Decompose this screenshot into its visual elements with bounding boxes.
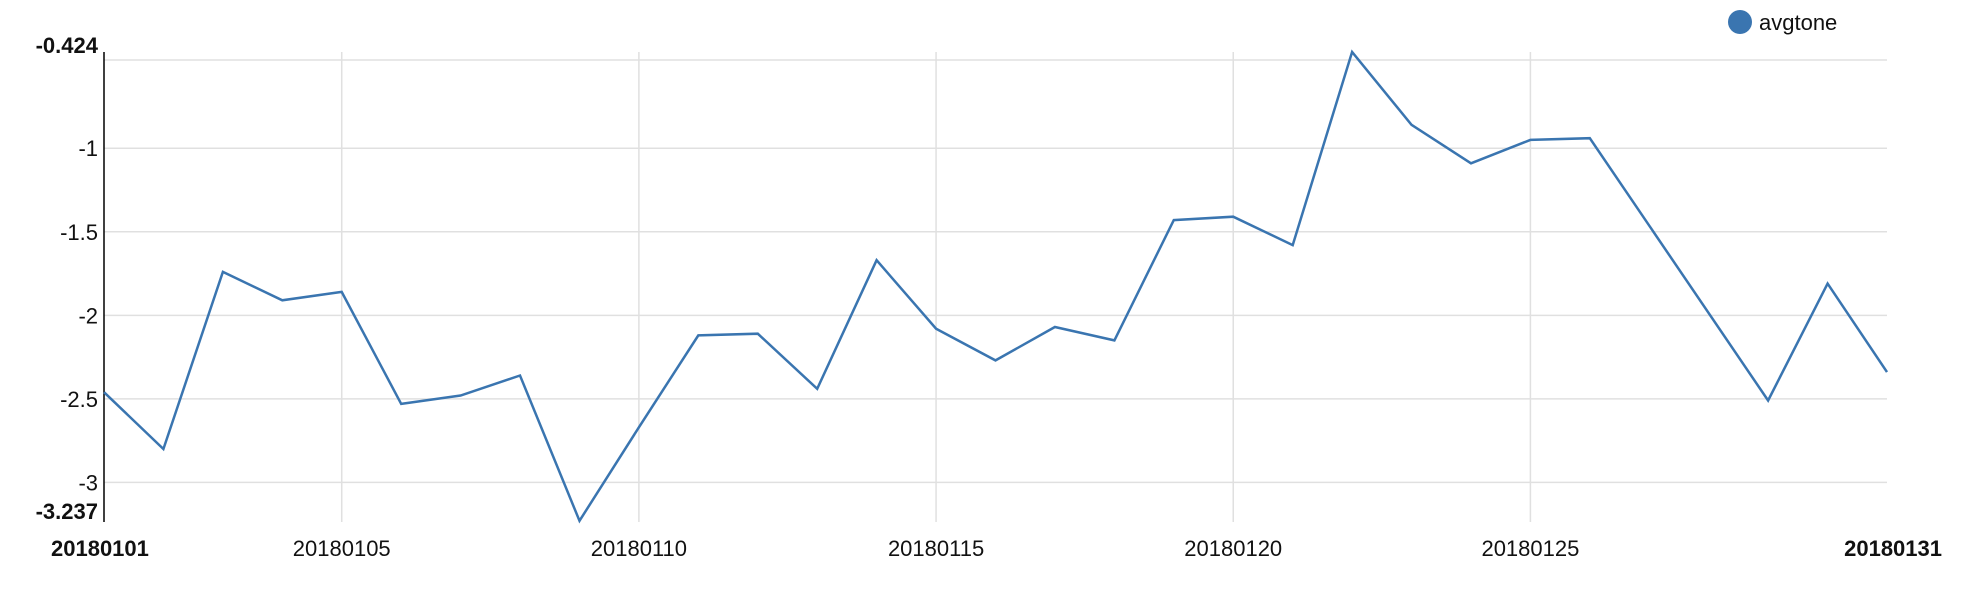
y-tick-label: -1.5 [60, 220, 98, 245]
y-tick-label: -3.237 [36, 499, 98, 524]
x-tick-label: 20180131 [1844, 536, 1942, 561]
tick-labels: -0.424 -1 -1.5 -2 -2.5 -3 -3.237 20180101 201801… [36, 33, 1942, 561]
y-tick-label: -2.5 [60, 387, 98, 412]
x-tick-label: 20180101 [51, 536, 149, 561]
x-tick-label: 20180105 [293, 536, 391, 561]
x-tick-label: 20180120 [1184, 536, 1282, 561]
x-tick-label: 20180110 [591, 536, 687, 561]
series-line-avgtone [103, 49, 1889, 524]
y-tick-label: -2 [78, 303, 98, 328]
x-tick-label: 20180125 [1481, 536, 1579, 561]
legend-swatch-avgtone [1728, 10, 1752, 34]
gridlines [104, 52, 1887, 522]
series-layer [103, 49, 1889, 524]
legend-label-avgtone: avgtone [1759, 10, 1837, 35]
y-tick-label: -3 [78, 470, 98, 495]
y-tick-label: -1 [78, 136, 98, 161]
legend[interactable]: avgtone [1728, 10, 1837, 35]
x-tick-label: 20180115 [888, 536, 984, 561]
y-tick-label: -0.424 [36, 33, 99, 58]
